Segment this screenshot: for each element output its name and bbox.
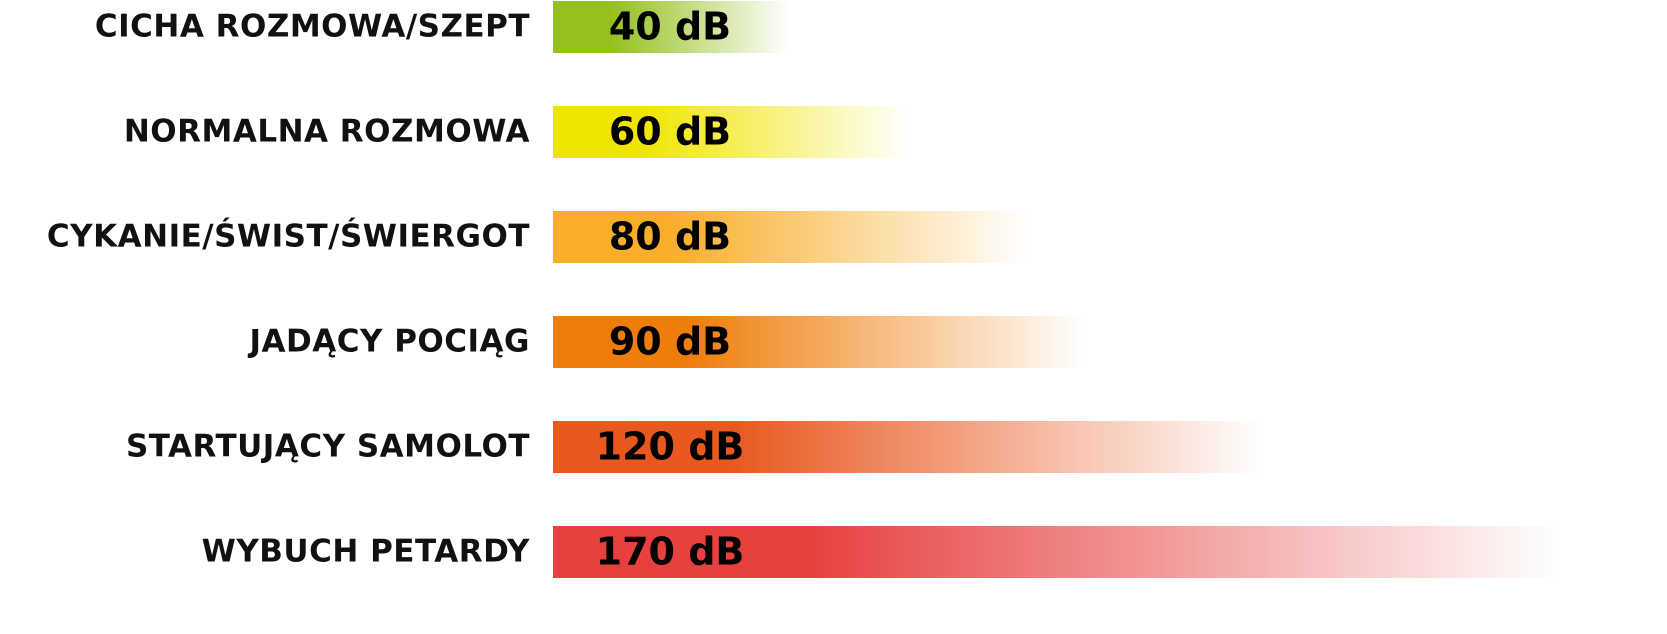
value-label: 40 dB bbox=[609, 5, 731, 49]
bar bbox=[553, 421, 1264, 473]
category-label: JADĄCY POCIĄG bbox=[247, 324, 530, 360]
value-label: 60 dB bbox=[609, 110, 731, 154]
category-label: NORMALNA ROZMOWA bbox=[124, 114, 530, 150]
value-label: 120 dB bbox=[596, 425, 745, 469]
category-label: CYKANIE/ŚWIST/ŚWIERGOT bbox=[47, 218, 530, 255]
bar bbox=[553, 316, 1087, 368]
category-label: CICHA ROZMOWA/SZEPT bbox=[95, 9, 530, 45]
category-label: WYBUCH PETARDY bbox=[202, 534, 530, 570]
value-label: 80 dB bbox=[609, 215, 731, 259]
value-label: 90 dB bbox=[609, 320, 731, 364]
category-label: STARTUJĄCY SAMOLOT bbox=[126, 429, 530, 465]
bar bbox=[553, 106, 909, 158]
bar bbox=[553, 1, 790, 53]
bar bbox=[553, 211, 1027, 263]
bar bbox=[553, 526, 1560, 578]
value-label: 170 dB bbox=[596, 530, 745, 574]
